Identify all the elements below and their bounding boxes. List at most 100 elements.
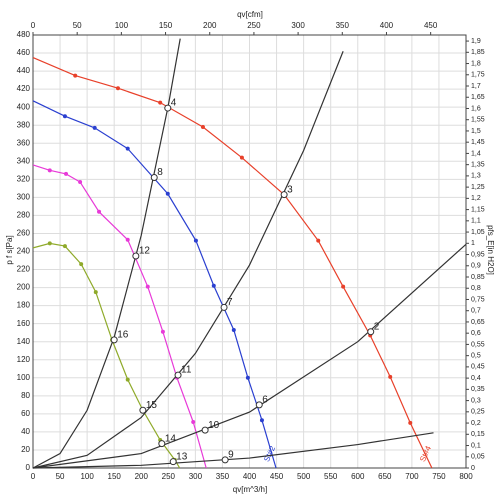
y-tick-label: 360	[17, 138, 31, 147]
y-tick-label: 480	[17, 30, 31, 39]
y-tick-label: 280	[17, 211, 31, 220]
x-tick-label: 700	[405, 472, 419, 481]
y2-tick-label: 0,75	[471, 296, 485, 303]
y2-tick-label: 1,7	[471, 83, 481, 90]
x-tick-label: 550	[324, 472, 338, 481]
y-tick-label: 380	[17, 120, 31, 129]
data-point	[259, 418, 264, 423]
operating-point	[174, 371, 182, 379]
y-tick-label: 440	[17, 66, 31, 75]
data-point	[145, 284, 150, 289]
x-tick-label: 300	[189, 472, 203, 481]
y-tick-label: 320	[17, 174, 31, 183]
y2-tick-label: 1,45	[471, 139, 485, 146]
operating-point-label: 3	[287, 184, 293, 195]
operating-point	[367, 328, 375, 336]
data-point	[231, 327, 236, 332]
x2-tick-label: 350	[336, 21, 350, 30]
x-tick-label: 50	[56, 472, 65, 481]
operating-point	[280, 191, 288, 199]
y-tick-label: 0	[26, 463, 31, 472]
x-tick-label: 750	[432, 472, 446, 481]
y-tick-label: 100	[17, 373, 31, 382]
x-tick-label: 250	[162, 472, 176, 481]
y2-tick-label: 1,55	[471, 117, 485, 124]
y2-tick-label: 1,3	[471, 173, 481, 180]
y2-tick-label: 1,1	[471, 218, 481, 225]
y-tick-label: 400	[17, 102, 31, 111]
operating-point	[201, 426, 209, 434]
y2-tick-label: 0,7	[471, 308, 481, 315]
data-point	[125, 146, 130, 151]
x2-tick-label: 0	[31, 21, 36, 30]
x-tick-label: 650	[378, 472, 392, 481]
y2-tick-label: 0,4	[471, 375, 481, 382]
y-tick-label: 220	[17, 265, 31, 274]
y2-axis-label: pfs_E[in H2O]	[486, 225, 495, 275]
operating-point	[158, 440, 166, 448]
data-point	[160, 329, 165, 334]
data-point	[245, 375, 250, 380]
y2-tick-label: 0	[471, 465, 475, 472]
x-tick-label: 600	[351, 472, 365, 481]
y2-tick-label: 0,35	[471, 386, 485, 393]
operating-point	[221, 456, 229, 464]
x2-tick-label: 450	[424, 21, 438, 30]
data-point	[64, 171, 69, 176]
data-point	[115, 86, 120, 91]
y2-tick-label: 1,4	[471, 150, 481, 157]
x-tick-label: 150	[108, 472, 122, 481]
operating-point-label: 6	[262, 394, 268, 405]
x-tick-label: 200	[135, 472, 149, 481]
operating-point	[164, 104, 172, 112]
x-axis-label: qv[m^3/h]	[233, 485, 267, 494]
y2-tick-label: 1,9	[471, 38, 481, 45]
operating-point-label: 16	[117, 330, 129, 341]
x-tick-label: 350	[216, 472, 230, 481]
operating-point	[169, 458, 177, 466]
y-tick-label: 420	[17, 84, 31, 93]
operating-point-label: 4	[171, 98, 177, 109]
operating-point-label: 9	[228, 450, 234, 461]
data-point	[97, 209, 102, 214]
x2-axis-label: qv[cfm]	[237, 10, 263, 19]
data-point	[92, 125, 97, 130]
y2-tick-label: 0,3	[471, 397, 481, 404]
y2-tick-label: 0,5	[471, 352, 481, 359]
y2-tick-label: 1,5	[471, 128, 481, 135]
series-line	[32, 243, 467, 469]
y-tick-label: 80	[21, 391, 30, 400]
y2-tick-label: 1,85	[471, 49, 485, 56]
y2-tick-label: 1,6	[471, 105, 481, 112]
data-point	[78, 180, 83, 185]
data-point	[158, 100, 163, 105]
y-tick-label: 120	[17, 355, 31, 364]
y2-tick-label: 0,45	[471, 364, 485, 371]
y-tick-label: 300	[17, 192, 31, 201]
y2-tick-label: 0,25	[471, 409, 485, 416]
y2-tick-label: 1,8	[471, 60, 481, 67]
data-point	[73, 73, 78, 78]
x-tick-label: 450	[270, 472, 284, 481]
operating-point-label: 10	[208, 420, 220, 431]
y2-tick-label: 0,65	[471, 319, 485, 326]
y-tick-label: 260	[17, 229, 31, 238]
y2-tick-label: 1,75	[471, 72, 485, 79]
x-tick-label: 100	[80, 472, 94, 481]
y-tick-label: 140	[17, 337, 31, 346]
operating-point-label: 15	[146, 400, 158, 411]
y-tick-label: 460	[17, 48, 31, 57]
y2-tick-label: 0,85	[471, 274, 485, 281]
y-tick-label: 60	[21, 409, 30, 418]
x2-tick-label: 50	[73, 21, 82, 30]
y-tick-label: 240	[17, 247, 31, 256]
y2-tick-label: 0,6	[471, 330, 481, 337]
data-point	[125, 237, 130, 242]
y-tick-label: 160	[17, 319, 31, 328]
y2-tick-label: 1,35	[471, 161, 485, 168]
x2-tick-label: 300	[291, 21, 305, 30]
operating-point	[110, 336, 118, 344]
y2-tick-label: 0,05	[471, 454, 485, 461]
operating-point-label: 14	[165, 433, 177, 444]
